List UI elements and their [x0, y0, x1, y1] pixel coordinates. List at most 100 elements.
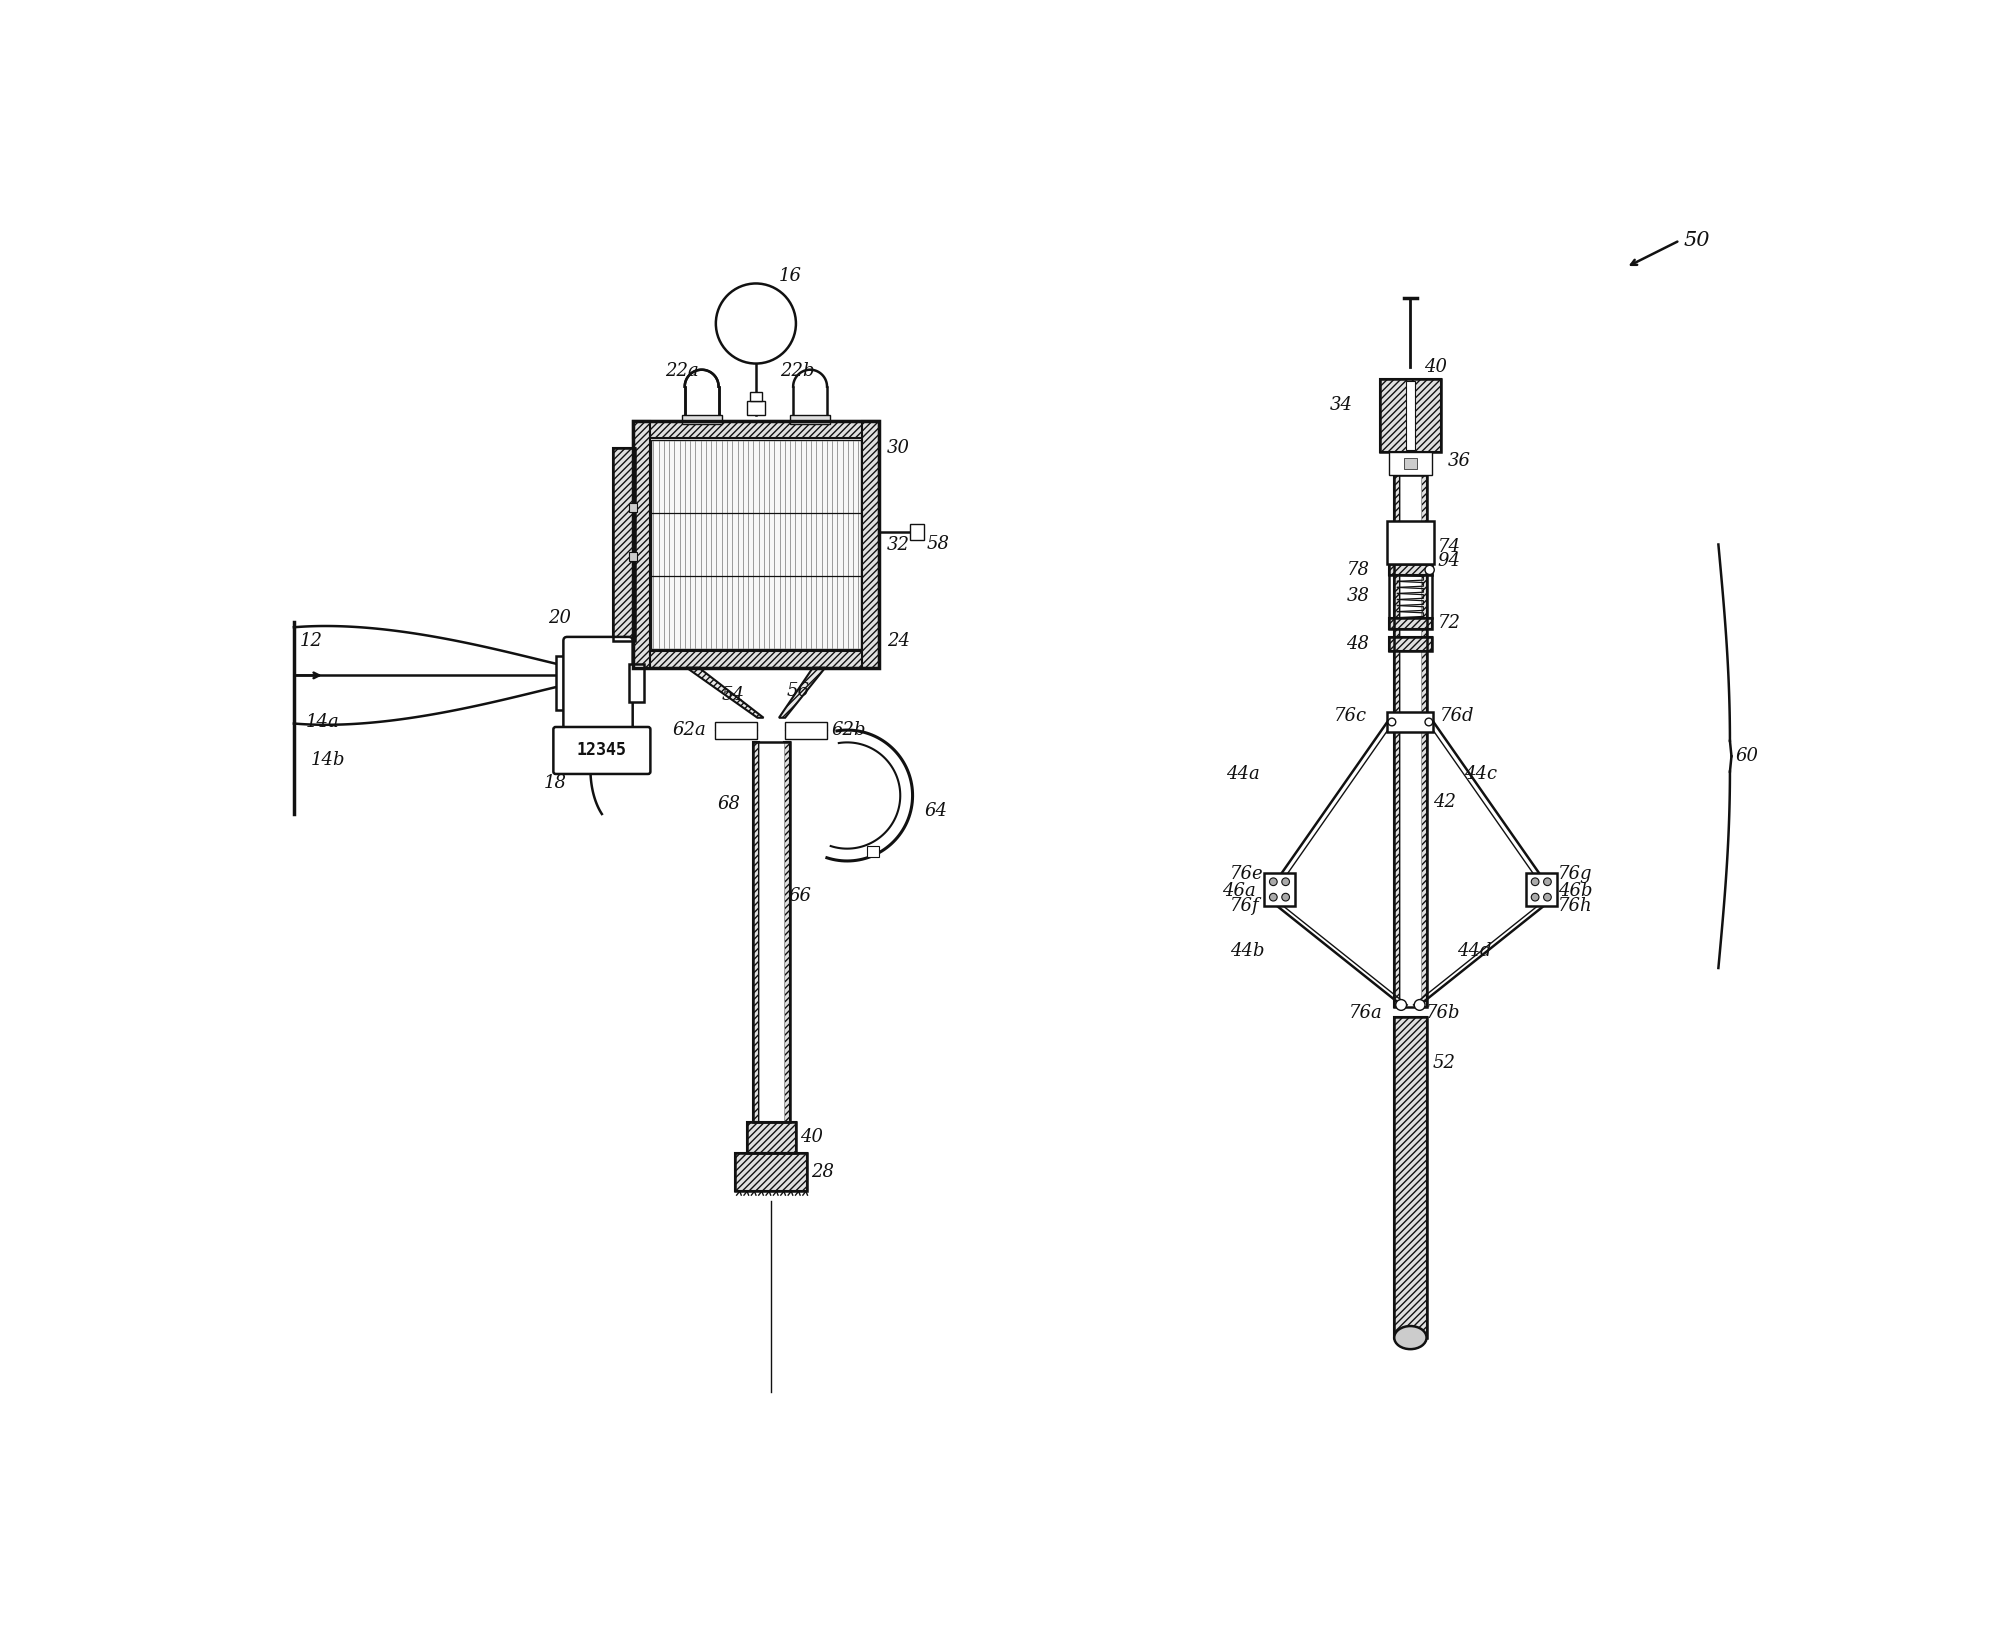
Text: 44c: 44c	[1464, 766, 1498, 784]
Circle shape	[1396, 1000, 1406, 1010]
Bar	[753, 742, 759, 1122]
Bar	[749, 393, 761, 401]
Text: 76a: 76a	[1348, 1003, 1382, 1021]
Circle shape	[715, 284, 795, 363]
Bar	[681, 416, 721, 424]
Circle shape	[1414, 1000, 1424, 1010]
Bar	[867, 846, 879, 856]
Text: 36: 36	[1448, 452, 1470, 470]
Text: 76e: 76e	[1230, 865, 1264, 883]
Bar	[1394, 1016, 1426, 1338]
Bar	[1380, 380, 1442, 452]
Bar	[785, 721, 827, 739]
Bar	[633, 421, 879, 439]
Text: 74: 74	[1438, 538, 1460, 556]
Text: 58: 58	[927, 535, 949, 553]
Bar	[1386, 521, 1434, 564]
Circle shape	[1388, 718, 1396, 726]
Circle shape	[1282, 878, 1290, 886]
Bar	[759, 742, 783, 1122]
Text: 40: 40	[1424, 358, 1448, 376]
Bar	[1394, 1016, 1426, 1338]
Circle shape	[1282, 893, 1290, 901]
Text: 64: 64	[923, 802, 947, 820]
Bar	[747, 401, 765, 416]
Bar	[1390, 452, 1432, 475]
Bar	[1526, 873, 1556, 906]
Text: 12345: 12345	[577, 741, 627, 759]
Bar	[1264, 873, 1294, 906]
Bar	[747, 1122, 795, 1153]
Text: 16: 16	[779, 267, 801, 285]
Bar	[629, 553, 637, 561]
Bar	[789, 416, 829, 424]
Text: 46a: 46a	[1222, 883, 1256, 899]
Bar	[633, 421, 649, 668]
Text: 20: 20	[549, 609, 571, 627]
Text: 54: 54	[721, 686, 745, 703]
Text: 44b: 44b	[1230, 942, 1264, 960]
Text: 18: 18	[545, 774, 567, 792]
Bar	[1422, 475, 1426, 1006]
Bar	[1388, 617, 1432, 629]
Text: 34: 34	[1330, 396, 1352, 414]
Bar	[1388, 637, 1432, 650]
Bar	[633, 650, 879, 668]
Circle shape	[1424, 566, 1434, 574]
Text: 48: 48	[1346, 635, 1370, 653]
Text: 24: 24	[887, 632, 909, 650]
Text: 44a: 44a	[1226, 766, 1260, 784]
Text: 14a: 14a	[304, 713, 339, 731]
Circle shape	[1270, 878, 1278, 886]
Text: 76d: 76d	[1440, 706, 1474, 724]
Bar	[783, 742, 789, 1122]
Text: 94: 94	[1438, 551, 1460, 569]
Bar	[613, 449, 635, 640]
Bar	[1394, 475, 1400, 1006]
Text: 76b: 76b	[1426, 1003, 1460, 1021]
Text: 66: 66	[789, 888, 811, 906]
Circle shape	[1270, 893, 1278, 901]
Bar	[861, 421, 879, 668]
Text: 76c: 76c	[1334, 706, 1366, 724]
Text: 38: 38	[1346, 587, 1370, 606]
Bar	[735, 1153, 807, 1191]
Text: 50: 50	[1685, 231, 1711, 249]
Text: 40: 40	[799, 1129, 823, 1147]
Bar	[753, 742, 789, 1122]
Polygon shape	[779, 668, 825, 718]
Text: 14b: 14b	[310, 751, 345, 769]
Text: 28: 28	[811, 1163, 835, 1181]
Bar	[1380, 380, 1442, 452]
Text: 60: 60	[1735, 747, 1759, 766]
Polygon shape	[687, 668, 763, 718]
Text: 52: 52	[1432, 1054, 1456, 1072]
Bar	[629, 663, 645, 703]
FancyBboxPatch shape	[553, 728, 651, 774]
Text: 32: 32	[887, 536, 909, 553]
Text: 56: 56	[787, 681, 809, 700]
Bar	[1388, 617, 1432, 629]
Ellipse shape	[1394, 1327, 1426, 1350]
Bar	[1388, 637, 1432, 650]
Bar	[1388, 564, 1432, 576]
Text: 68: 68	[717, 795, 741, 813]
Text: 72: 72	[1438, 614, 1460, 632]
Bar	[555, 657, 567, 710]
Circle shape	[1544, 878, 1550, 886]
Bar	[1388, 713, 1434, 731]
Bar	[651, 441, 861, 648]
Text: 22a: 22a	[665, 363, 699, 380]
Bar	[735, 1153, 807, 1191]
Text: 12: 12	[300, 632, 322, 650]
Text: 62a: 62a	[673, 721, 707, 739]
Bar	[1388, 564, 1432, 576]
Bar	[1404, 459, 1416, 469]
Text: 78: 78	[1346, 561, 1370, 579]
Text: 46b: 46b	[1558, 883, 1592, 899]
Bar	[1400, 475, 1422, 1006]
Circle shape	[1544, 893, 1550, 901]
Bar	[629, 503, 637, 512]
Text: 44d: 44d	[1456, 942, 1490, 960]
Circle shape	[1424, 718, 1432, 726]
